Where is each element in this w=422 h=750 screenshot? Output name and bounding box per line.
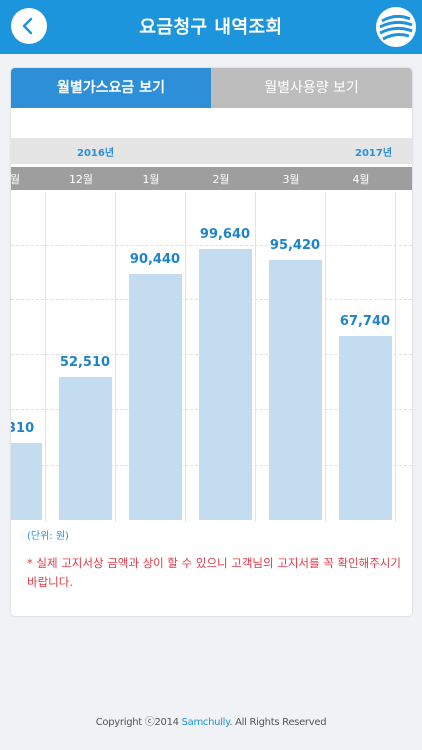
year-label-2016: 2016년 — [77, 148, 115, 159]
bar — [269, 260, 322, 520]
unit-label: (단위: 원) — [27, 531, 69, 542]
month-label: 4월 — [352, 173, 370, 186]
bar — [129, 274, 182, 520]
page-title: 요금청구 내역조회 — [139, 17, 283, 38]
tab-monthly-gas-fee[interactable]: 월별가스요금 보기 — [11, 68, 211, 108]
bar-value-label: 90,440 — [129, 252, 181, 267]
column-divider — [45, 192, 46, 522]
bar — [59, 377, 112, 520]
year-header: 2016년 2017년 — [11, 138, 412, 164]
bar-value-label: 310 — [11, 421, 35, 436]
disclaimer-note: * 실제 고지서상 금액과 상이 할 수 있으니 고객님의 고지서를 꼭 확인해… — [27, 556, 401, 589]
samchully-logo-icon — [376, 7, 416, 47]
app-header: 요금청구 내역조회 — [0, 0, 422, 54]
copyright-footer: Copyright ⓒ2014 Samchully. All Rights Re… — [0, 713, 422, 728]
grid-line — [11, 245, 412, 246]
year-label-2017: 2017년 — [355, 148, 393, 159]
bar — [339, 336, 392, 520]
month-label: 월 — [11, 173, 21, 186]
chevron-left-icon — [22, 17, 33, 35]
column-divider — [115, 192, 116, 522]
bar-value-label: 95,420 — [269, 238, 321, 253]
month-label: 12월 — [68, 173, 94, 186]
back-button[interactable] — [11, 8, 47, 44]
bar-value-label: 52,510 — [59, 355, 111, 370]
column-divider — [395, 192, 396, 522]
column-divider — [255, 192, 256, 522]
column-divider — [325, 192, 326, 522]
month-label: 2월 — [212, 173, 230, 186]
month-label: 1월 — [142, 173, 160, 186]
bar-value-label: 99,640 — [199, 227, 251, 242]
tab-monthly-usage[interactable]: 월별사용량 보기 — [211, 68, 412, 108]
bar — [11, 443, 42, 520]
month-header: 월 12월 1월 2월 3월 4월 — [11, 167, 412, 190]
bar — [199, 249, 252, 520]
copyright-suffix: . All Rights Reserved — [229, 717, 327, 728]
bar-value-label: 67,740 — [339, 314, 391, 329]
month-label: 3월 — [282, 173, 300, 186]
chart-card: 월별가스요금 보기 월별사용량 보기 2016년 2017년 월 12월 1월 … — [11, 68, 412, 616]
copyright-brand: Samchully — [181, 717, 230, 728]
column-divider — [185, 192, 186, 522]
copyright-prefix: Copyright ⓒ2014 — [95, 717, 182, 728]
